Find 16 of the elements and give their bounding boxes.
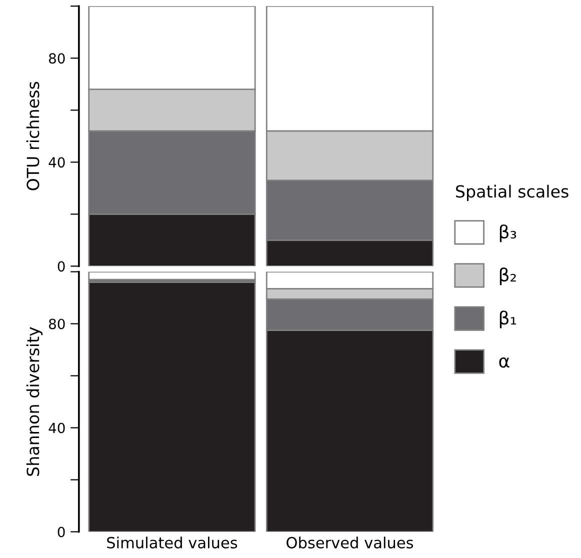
y-tick-label: 0 xyxy=(58,261,65,272)
legend-label: α xyxy=(499,357,510,368)
x-tick-label: Observed values xyxy=(286,536,414,548)
bar xyxy=(88,272,256,280)
y-tick-label: 80 xyxy=(48,53,65,64)
y-axis-title: OTU richness xyxy=(26,82,40,190)
x-tick-label: Simulated values xyxy=(107,536,238,548)
legend-title: Spatial scales xyxy=(456,184,568,201)
y-axis-title: Shannon diversity xyxy=(26,327,42,476)
y-tick-label: 40 xyxy=(48,422,65,434)
y-tick-label: 40 xyxy=(48,157,65,168)
legend-label: β₁ xyxy=(500,310,516,328)
legend-label: β₃ xyxy=(500,224,516,242)
y-tick-label: 80 xyxy=(48,318,65,330)
legend-label: β₂ xyxy=(500,268,516,286)
y-tick-label: 0 xyxy=(58,526,65,538)
